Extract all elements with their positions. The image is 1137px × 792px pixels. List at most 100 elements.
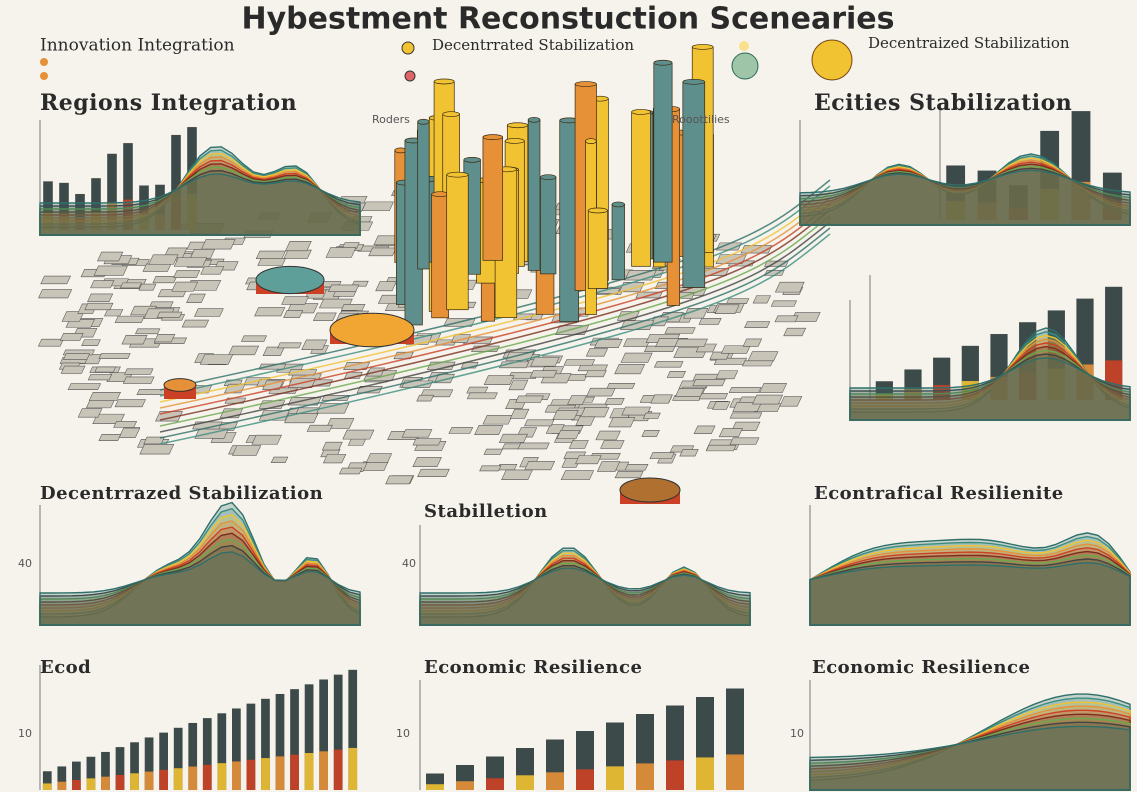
- city-block: [283, 249, 312, 259]
- tower-top: [442, 111, 460, 118]
- city-block: [545, 424, 565, 434]
- ridge: [39, 538, 361, 626]
- bar-band: [1040, 188, 1060, 220]
- city-block: [173, 257, 208, 267]
- city-block: [199, 354, 234, 365]
- legend-dot: [404, 70, 416, 82]
- city-block: [517, 442, 550, 450]
- bar-band: [155, 214, 165, 230]
- bar: [115, 747, 125, 790]
- city-block: [277, 342, 302, 349]
- bar-band: [1076, 364, 1094, 400]
- city-block: [575, 455, 602, 465]
- legend-dot: [40, 72, 48, 80]
- city-block: [134, 328, 161, 335]
- bar-band: [159, 769, 168, 790]
- city-block: [712, 401, 731, 410]
- ridge: [799, 165, 1131, 226]
- ridge: [809, 561, 1131, 626]
- city-block: [698, 393, 729, 400]
- bar: [319, 679, 328, 790]
- city-block: [482, 415, 513, 425]
- city-block: [608, 417, 636, 428]
- bar: [57, 766, 67, 790]
- bar: [217, 713, 227, 790]
- city-block: [501, 443, 521, 450]
- city-block: [466, 386, 489, 394]
- city-block: [40, 275, 71, 285]
- city-block: [385, 475, 414, 485]
- panel-title: Ecod: [40, 657, 91, 678]
- city-block: [529, 370, 558, 378]
- bar-band: [217, 763, 227, 790]
- bar: [187, 127, 197, 230]
- tower-top: [585, 138, 597, 145]
- plaza: [255, 265, 325, 295]
- bar-band: [696, 757, 714, 790]
- bar-band: [261, 758, 270, 790]
- bar: [333, 674, 343, 790]
- bar: [275, 693, 285, 790]
- city-block: [228, 345, 260, 356]
- flow-line: [159, 185, 831, 397]
- city-block: [325, 247, 357, 258]
- bar-band: [546, 772, 564, 790]
- city-block: [231, 445, 262, 456]
- city-block: [243, 230, 274, 238]
- map-label: Roders: [372, 113, 410, 126]
- city-block: [705, 444, 737, 452]
- plaza: [329, 312, 415, 348]
- city-block: [474, 425, 504, 436]
- city-block: [325, 418, 355, 429]
- city-block: [729, 437, 760, 445]
- city-block: [189, 248, 216, 259]
- city-block: [752, 394, 784, 405]
- flow-line: [159, 203, 831, 415]
- bar-band: [319, 751, 328, 790]
- city-block: [255, 250, 286, 260]
- ridge: [419, 567, 751, 626]
- city-block: [732, 401, 762, 412]
- tower-top: [527, 116, 541, 123]
- ridge: [419, 552, 751, 626]
- city-block: [679, 449, 699, 457]
- bar-band: [946, 200, 966, 220]
- bar-band: [72, 780, 81, 790]
- city-block: [466, 392, 498, 400]
- city-block: [742, 338, 763, 347]
- city-block: [142, 263, 172, 272]
- bar: [246, 703, 256, 790]
- city-block: [524, 461, 556, 471]
- city-block: [715, 370, 739, 380]
- bar: [261, 698, 270, 790]
- city-block: [139, 443, 175, 455]
- city-block: [340, 304, 366, 311]
- city-block: [508, 379, 529, 391]
- city-block: [283, 310, 304, 318]
- city-block: [375, 281, 397, 292]
- bar-band: [173, 768, 183, 790]
- axis-label: 10: [18, 727, 32, 740]
- city-block: [113, 421, 138, 428]
- city-block: [287, 396, 322, 406]
- city-block: [412, 457, 442, 467]
- flow-line: [159, 197, 831, 409]
- city-block: [136, 389, 169, 395]
- tower-top: [446, 171, 469, 178]
- ridge: [39, 551, 361, 626]
- ridge: [39, 520, 361, 626]
- page-title: Hybestment Reconstuction Scenearies: [242, 2, 895, 37]
- city-block: [194, 308, 224, 317]
- city-block: [641, 430, 660, 437]
- city-block: [124, 368, 154, 375]
- city-block: [479, 465, 502, 472]
- city-block: [595, 430, 621, 441]
- axis-label: 10: [396, 727, 410, 740]
- bar-band: [107, 203, 117, 230]
- city-block: [401, 429, 433, 438]
- bar: [232, 708, 241, 790]
- city-block: [674, 388, 705, 397]
- bar-band: [59, 213, 69, 230]
- axis-label: 40: [402, 557, 416, 570]
- ridge: [39, 173, 361, 236]
